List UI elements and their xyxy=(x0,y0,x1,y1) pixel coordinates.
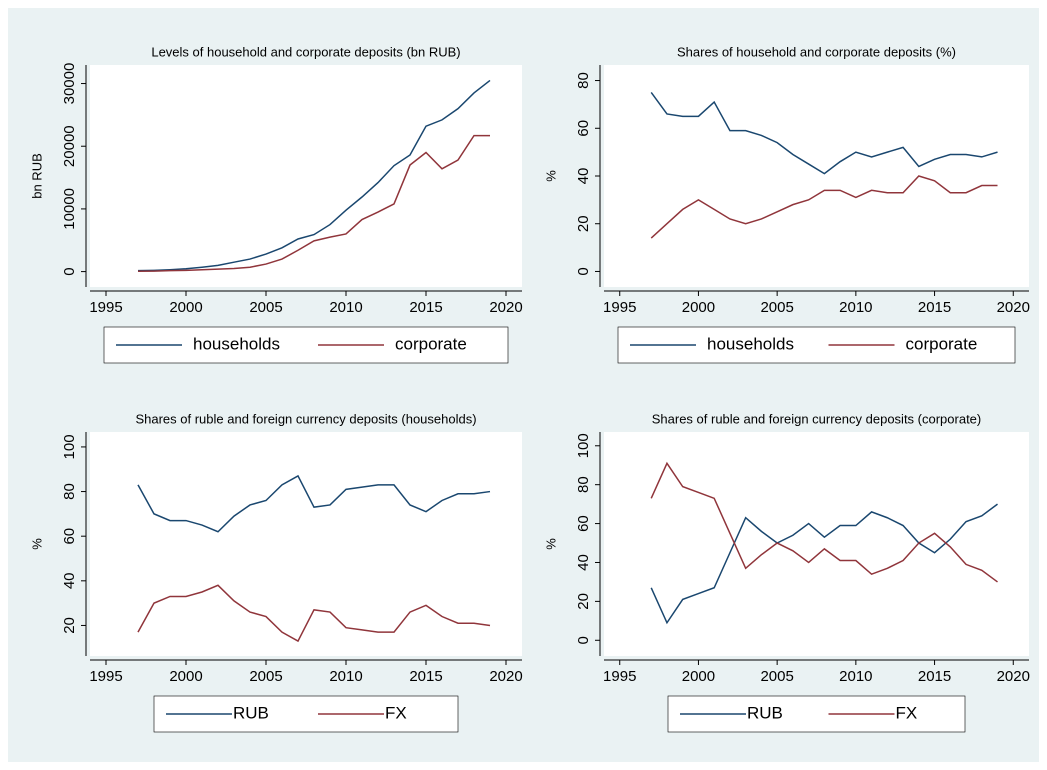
y-tick-label: 80 xyxy=(575,476,592,493)
x-tick-label: 2005 xyxy=(760,668,793,685)
x-tick-label: 2020 xyxy=(489,299,522,316)
y-tick-label: 40 xyxy=(575,554,592,571)
plot-area xyxy=(90,432,522,656)
line-series xyxy=(650,92,998,175)
legend-label: corporate xyxy=(395,334,467,353)
y-tick-label: 100 xyxy=(61,434,78,459)
y-tick-label: 0 xyxy=(575,636,592,644)
x-tick-label: 1995 xyxy=(603,299,636,316)
y-tick-label: 60 xyxy=(61,528,78,545)
x-tick-label: 2010 xyxy=(329,668,362,685)
y-tick-label: 40 xyxy=(575,168,592,185)
y-axis-title: bn RUB xyxy=(29,153,44,199)
legend-label: corporate xyxy=(906,334,978,353)
legend-label: households xyxy=(707,334,794,353)
x-tick-label: 2005 xyxy=(760,299,793,316)
x-tick-label: 2015 xyxy=(409,299,442,316)
x-tick-label: 2020 xyxy=(489,668,522,685)
y-axis-title: % xyxy=(543,170,558,182)
y-tick-label: 80 xyxy=(575,72,592,89)
y-axis-title: % xyxy=(543,538,558,550)
legend-label: RUB xyxy=(233,703,269,722)
plot-area xyxy=(90,65,522,287)
y-tick-label: 80 xyxy=(61,483,78,500)
legend-label: FX xyxy=(385,703,407,722)
x-tick-label: 2005 xyxy=(249,668,282,685)
panel-title: Shares of ruble and foreign currency dep… xyxy=(135,411,476,426)
x-tick-label: 2000 xyxy=(682,299,715,316)
legend-label: RUB xyxy=(747,703,783,722)
x-tick-label: 2020 xyxy=(997,668,1030,685)
y-tick-label: 20 xyxy=(575,593,592,610)
panel-title: Shares of ruble and foreign currency dep… xyxy=(652,411,982,426)
line-series xyxy=(650,175,998,239)
x-tick-label: 2010 xyxy=(839,668,872,685)
y-tick-label: 60 xyxy=(575,515,592,532)
x-tick-label: 1995 xyxy=(603,668,636,685)
x-tick-label: 2000 xyxy=(169,299,202,316)
line-series xyxy=(137,134,490,273)
y-axis-title: % xyxy=(29,538,44,550)
y-tick-label: 10000 xyxy=(61,188,78,230)
x-tick-label: 2005 xyxy=(249,299,282,316)
legend-label: households xyxy=(193,334,280,353)
x-tick-label: 2000 xyxy=(169,668,202,685)
y-tick-label: 30000 xyxy=(61,63,78,105)
plot-area xyxy=(604,65,1029,287)
y-tick-label: 0 xyxy=(61,267,78,275)
plot-area xyxy=(604,432,1029,656)
line-series xyxy=(650,503,998,625)
y-tick-label: 100 xyxy=(575,433,592,458)
x-tick-label: 2010 xyxy=(839,299,872,316)
line-series xyxy=(137,474,491,533)
x-tick-label: 2015 xyxy=(918,299,951,316)
y-tick-label: 40 xyxy=(61,572,78,589)
y-tick-label: 20000 xyxy=(61,125,78,167)
y-tick-label: 20 xyxy=(61,617,78,634)
panel-title: Shares of household and corporate deposi… xyxy=(677,44,956,59)
x-tick-label: 2000 xyxy=(682,668,715,685)
x-tick-label: 2010 xyxy=(329,299,362,316)
line-series xyxy=(650,461,998,583)
y-tick-label: 20 xyxy=(575,215,592,232)
legend-label: FX xyxy=(896,703,918,722)
y-tick-label: 60 xyxy=(575,120,592,137)
line-series xyxy=(137,584,491,643)
x-tick-label: 2015 xyxy=(409,668,442,685)
panel-title: Levels of household and corporate deposi… xyxy=(151,44,460,59)
x-tick-label: 1995 xyxy=(89,299,122,316)
x-tick-label: 2015 xyxy=(918,668,951,685)
x-tick-label: 2020 xyxy=(997,299,1030,316)
x-tick-label: 1995 xyxy=(89,668,122,685)
line-series xyxy=(137,79,491,272)
y-tick-label: 0 xyxy=(575,267,592,275)
